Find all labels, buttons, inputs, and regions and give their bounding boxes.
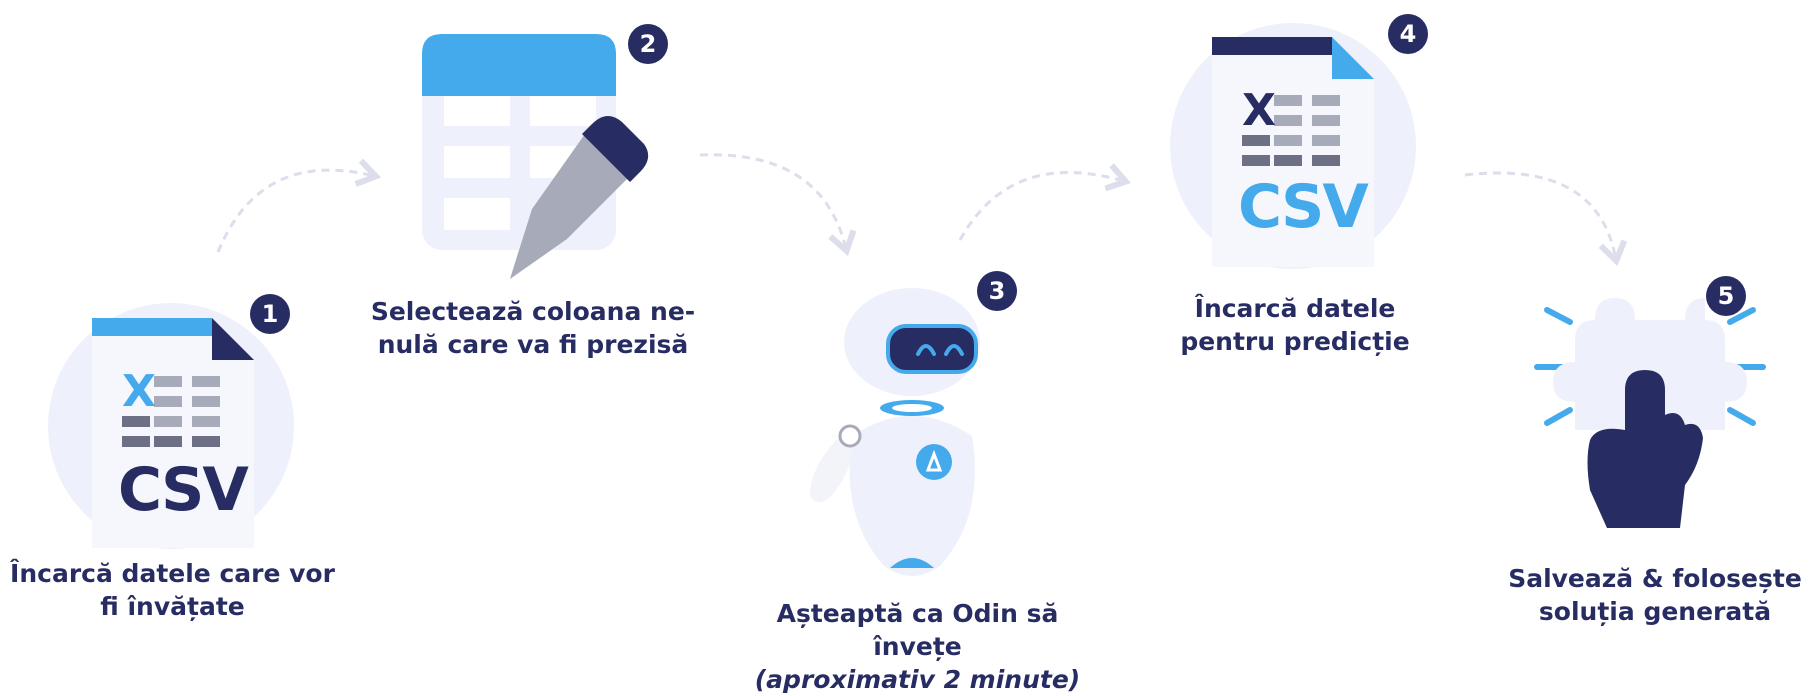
x-mark: X [1242,85,1276,136]
csv-label: CSV [118,455,249,525]
csv-file-icon [92,318,254,548]
arrow-2-to-3 [699,153,857,257]
table-pencil-icon [422,34,649,279]
step-3-badge: 3 [977,271,1017,311]
step-4-badge: 4 [1388,14,1428,54]
step-3-title: Așteaptă ca Odin să învețe [776,599,1059,661]
arrow-1-to-2 [216,158,382,253]
x-mark: X [122,366,156,417]
arrow-4-to-5 [1464,171,1628,267]
step-1-badge: 1 [250,294,290,334]
robot-icon [810,288,980,576]
csv-file-icon [1212,37,1374,267]
puzzle-hand-icon [1534,298,1766,528]
step-3-caption: Așteaptă ca Odin să învețe (aproximativ … [740,597,1095,696]
step-2-caption: Selectează coloana ne-nulă care va fi pr… [370,297,696,359]
step-4-caption: Încarcă datele pentru predicție [1180,294,1410,356]
step-1-caption: Încarcă datele care vor fi învățate [10,559,335,621]
csv-label: CSV [1238,172,1369,242]
arrow-3-to-4 [958,163,1132,241]
step-2-badge: 2 [628,24,668,64]
step-5-caption: Salvează & folosește soluția generată [1508,564,1802,626]
connector-arrows [216,153,1628,267]
step-5-badge: 5 [1706,276,1746,316]
